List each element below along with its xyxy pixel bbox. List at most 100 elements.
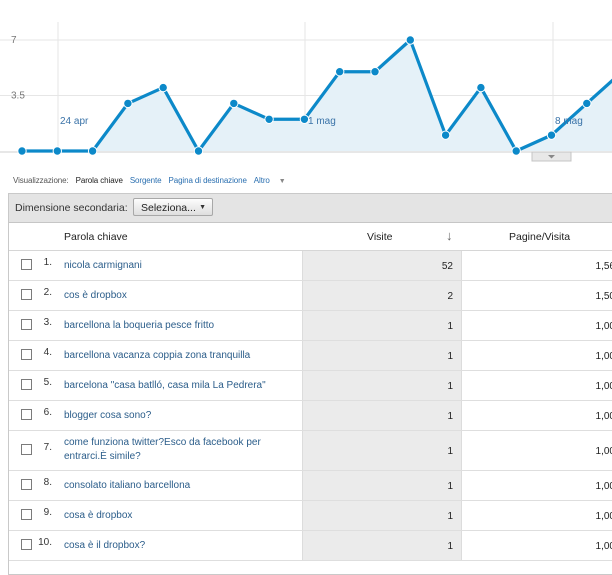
visits-value: 1: [447, 351, 453, 362]
row-checkbox[interactable]: [21, 349, 32, 360]
chevron-down-icon: ▼: [278, 178, 286, 185]
visits-cell-bg: [302, 341, 462, 370]
table-header: Parola chiave Visite ↓ Pagine/Visita: [9, 223, 612, 251]
table-row: 6. blogger cosa sono? 1 1,00: [9, 401, 612, 431]
data-point[interactable]: [335, 67, 345, 77]
visits-cell-bg: [302, 531, 462, 560]
visits-value: 52: [441, 261, 453, 272]
keyword-link[interactable]: barcelona "casa batlló, casa mila La Ped…: [64, 380, 266, 391]
secondary-dimension-value: Seleziona...: [141, 202, 196, 214]
keyword-link[interactable]: cos è dropbox: [64, 290, 127, 301]
row-number: 10.: [38, 537, 52, 548]
row-checkbox[interactable]: [21, 259, 32, 270]
data-point[interactable]: [476, 82, 486, 93]
visits-cell-bg: [302, 431, 462, 470]
keyword-link[interactable]: nicola carmignani: [64, 260, 142, 271]
keyword-link[interactable]: barcellona la boqueria pesce fritto: [64, 320, 215, 331]
data-point[interactable]: [299, 114, 310, 124]
keyword-link[interactable]: come funziona twitter?Esco da facebook p…: [64, 437, 261, 462]
table-row: 4. barcellona vacanza coppia zona tranqui…: [9, 341, 612, 371]
visits-cell-bg: [302, 371, 462, 400]
table-row: 5. barcelona "casa batlló, casa mila La P…: [9, 371, 612, 401]
data-point[interactable]: [193, 146, 204, 156]
visits-cell-bg: [302, 501, 462, 530]
row-number: 3.: [43, 317, 52, 328]
pages-per-visit-value: 1,00: [595, 411, 612, 422]
visits-cell-bg: [302, 281, 462, 310]
data-point[interactable]: [52, 146, 62, 156]
data-point[interactable]: [405, 35, 415, 45]
visits-cell-bg: [302, 251, 462, 280]
visits-cell-bg: [302, 471, 462, 500]
pages-per-visit-value: 1,00: [595, 381, 612, 392]
column-header-keyword[interactable]: Parola chiave: [64, 231, 128, 243]
table-row: 8. consolato italiano barcellona 1 1,00: [9, 471, 612, 501]
row-checkbox[interactable]: [21, 479, 32, 490]
keyword-link[interactable]: barcellona vacanza coppia zona tranquill…: [64, 350, 251, 361]
keyword-link[interactable]: cosa è il dropbox?: [64, 540, 146, 551]
visits-value: 1: [447, 481, 453, 492]
visits-chart: 7 3.5 24 apr 1 mag 8 mag: [0, 0, 612, 168]
row-number: 4.: [43, 347, 52, 358]
table-row: 3. barcellona la boqueria pesce fritto 1 1,…: [9, 311, 612, 341]
view-source-link[interactable]: Sorgente: [129, 176, 162, 185]
x-tick-label: 1 mag: [308, 116, 336, 127]
data-point[interactable]: [264, 114, 274, 124]
column-header-visits[interactable]: Visite: [367, 231, 393, 243]
row-checkbox[interactable]: [21, 509, 32, 520]
keyword-link[interactable]: blogger cosa sono?: [64, 410, 152, 421]
row-checkbox[interactable]: [21, 319, 32, 330]
data-point[interactable]: [17, 146, 27, 156]
sort-descending-icon[interactable]: ↓: [446, 228, 453, 243]
visits-value: 1: [447, 321, 453, 332]
view-label: Visualizzazione:: [13, 176, 69, 185]
table-row: 9. cosa è dropbox 1 1,00: [9, 501, 612, 531]
row-checkbox[interactable]: [21, 444, 32, 455]
table-row: 7. come funziona twitter?Esco da facebook…: [9, 431, 612, 471]
visits-cell-bg: [302, 401, 462, 430]
secondary-dimension-select[interactable]: Seleziona... ▼: [133, 198, 213, 216]
series-line: [22, 38, 612, 153]
data-point[interactable]: [370, 67, 380, 77]
visits-value: 1: [447, 511, 453, 522]
pages-per-visit-value: 1,50: [595, 291, 612, 302]
row-checkbox[interactable]: [21, 289, 32, 300]
chevron-down-icon: ▼: [199, 204, 206, 211]
data-point[interactable]: [87, 146, 98, 156]
pages-per-visit-value: 1,00: [595, 446, 612, 457]
y-tick-label: 7: [11, 35, 17, 46]
view-keyword-active[interactable]: Parola chiave: [75, 176, 123, 185]
view-more-label: Altro: [253, 176, 270, 185]
keyword-link[interactable]: consolato italiano barcellona: [64, 480, 191, 491]
row-checkbox[interactable]: [21, 539, 32, 550]
view-landing-page-link[interactable]: Pagina di destinazione: [168, 176, 247, 185]
data-point[interactable]: [582, 98, 592, 109]
report-table: Dimensione secondaria: Seleziona... ▼ Pa…: [8, 193, 612, 575]
table-row: 10. cosa è il dropbox? 1 1,00: [9, 531, 612, 561]
visits-value: 1: [447, 381, 453, 392]
row-number: 7.: [43, 442, 52, 453]
view-selector: Visualizzazione: Parola chiave Sorgente Pag…: [13, 176, 300, 190]
row-checkbox[interactable]: [21, 409, 32, 420]
data-point[interactable]: [546, 130, 557, 140]
row-number: 1.: [43, 257, 52, 268]
view-more-link[interactable]: Altro ▼: [254, 176, 293, 185]
data-point[interactable]: [229, 98, 239, 109]
row-checkbox[interactable]: [21, 379, 32, 390]
table-toolbar: Dimensione secondaria: Seleziona... ▼: [9, 194, 612, 223]
data-point[interactable]: [158, 82, 168, 93]
data-point[interactable]: [440, 130, 451, 140]
pages-per-visit-value: 1,00: [595, 511, 612, 522]
pages-per-visit-value: 1,00: [595, 321, 612, 332]
keyword-link[interactable]: cosa è dropbox: [64, 510, 133, 521]
data-point[interactable]: [123, 98, 133, 109]
x-tick-label: 8 mag: [555, 116, 583, 127]
data-point[interactable]: [511, 146, 521, 156]
row-number: 6.: [43, 407, 52, 418]
column-header-pages-per-visit[interactable]: Pagine/Visita: [509, 231, 571, 243]
row-number: 2.: [43, 287, 52, 298]
row-number: 8.: [43, 477, 52, 488]
visits-value: 1: [447, 411, 453, 422]
visits-cell-bg: [302, 311, 462, 340]
y-tick-label: 3.5: [11, 91, 25, 102]
